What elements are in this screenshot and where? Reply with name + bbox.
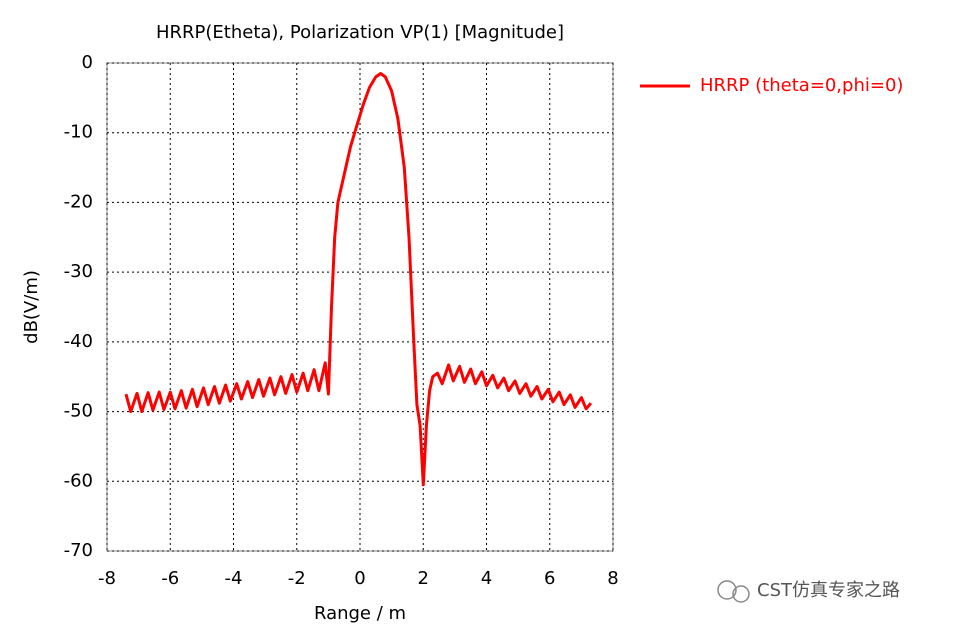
y-tick-label: -40 [64,331,93,352]
data-line [124,72,593,487]
x-tick-label: -6 [161,568,179,589]
x-tick-label: 4 [481,568,492,589]
y-tick-label: -10 [64,122,93,143]
legend-label: HRRP (theta=0,phi=0) [700,75,903,96]
x-tick-label: 8 [607,568,618,589]
y-tick-label: -20 [64,191,93,212]
y-tick-label: 0 [82,52,93,73]
y-tick-label: -70 [64,540,93,561]
x-tick-label: 6 [544,568,555,589]
plot-area [106,62,614,552]
x-tick-label: 2 [418,568,429,589]
watermark: CST仿真专家之路 [757,580,900,601]
chart-title: HRRP(Etheta), Polarization VP(1) [Magnit… [156,22,564,43]
y-axis-label: dB(V/m) [21,270,42,344]
watermark-icon [717,580,750,603]
y-tick-label: -30 [64,261,93,282]
y-tick-label: -50 [64,401,93,422]
x-tick-label: 0 [354,568,365,589]
x-tick-label: -8 [98,568,116,589]
x-tick-label: -4 [225,568,243,589]
y-tick-label: -60 [64,470,93,491]
x-axis-label: Range / m [314,603,406,624]
x-tick-label: -2 [288,568,306,589]
